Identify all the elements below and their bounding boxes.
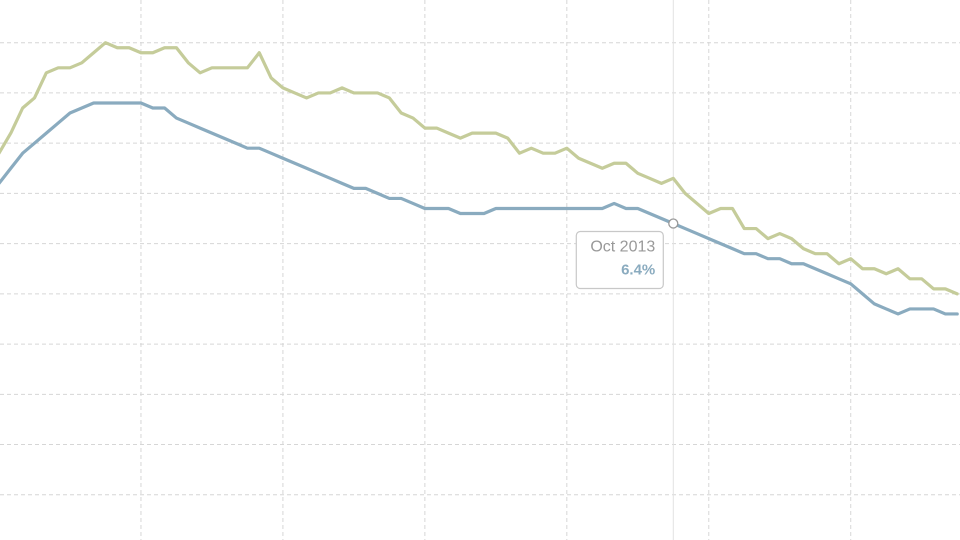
series-line	[0, 101, 959, 316]
series-line	[0, 41, 959, 296]
hover-point	[668, 218, 679, 229]
tooltip-box	[575, 230, 664, 290]
tooltip: Oct 2013 6.4%	[575, 230, 664, 290]
tooltip-title: Oct 2013	[590, 239, 655, 256]
tooltip-value: 6.4%	[621, 262, 655, 279]
